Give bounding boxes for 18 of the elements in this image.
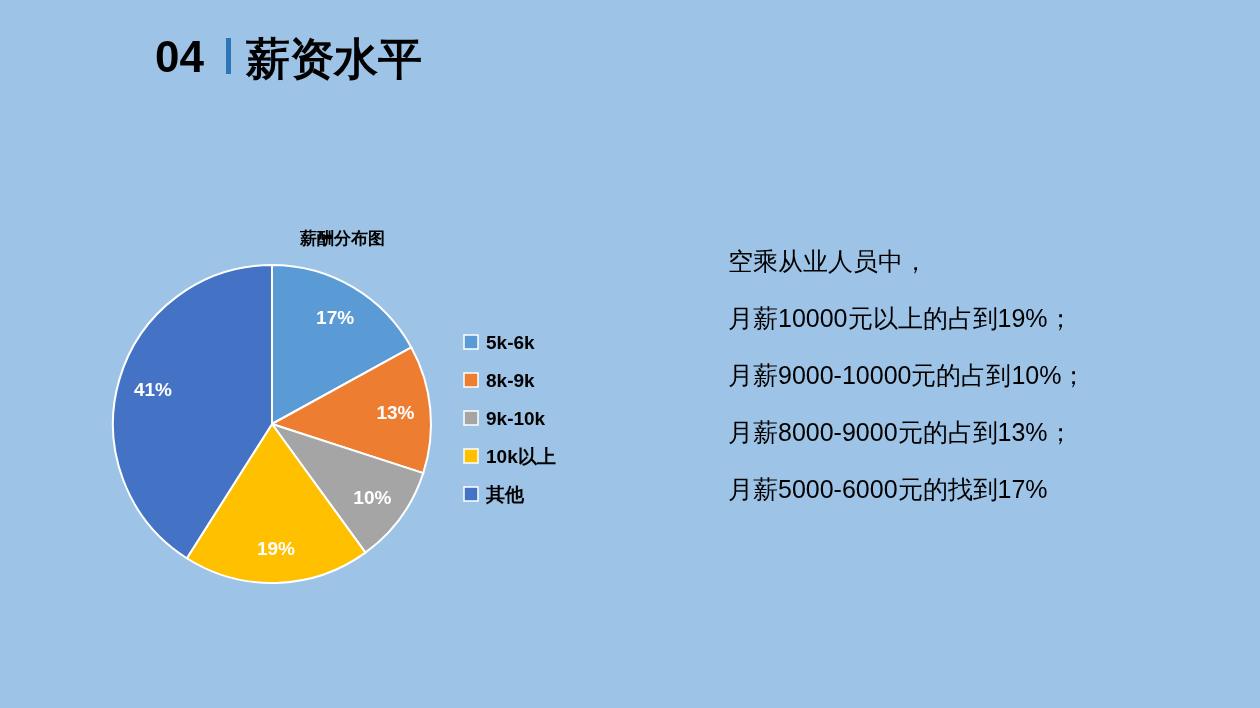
legend-label: 10k以上 xyxy=(486,446,556,467)
text: 月薪10000元以上的占到19%； xyxy=(728,304,1073,332)
legend-label: 8k-9k xyxy=(486,370,536,391)
data-label: 19% xyxy=(256,537,296,559)
chart-title: 薪酬分布图 xyxy=(298,229,385,248)
text: 薪资水平 xyxy=(245,34,422,83)
text: 月薪8000-9000元的占到13%； xyxy=(728,418,1073,446)
legend-label: 其他 xyxy=(485,484,525,505)
data-label: 17% xyxy=(316,307,355,329)
text: 04 xyxy=(155,32,205,81)
legend-label: 5k-6k xyxy=(486,332,536,353)
text: 月薪9000-10000元的占到10%； xyxy=(728,361,1087,389)
text: 月薪5000-6000元的找到17% xyxy=(728,475,1048,503)
data-label: 13% xyxy=(376,402,415,424)
data-label: 41% xyxy=(133,379,173,401)
text: 空乘从业人员中， xyxy=(728,247,928,275)
data-label: 10% xyxy=(353,486,392,508)
legend-label: 9k-10k xyxy=(486,408,546,429)
